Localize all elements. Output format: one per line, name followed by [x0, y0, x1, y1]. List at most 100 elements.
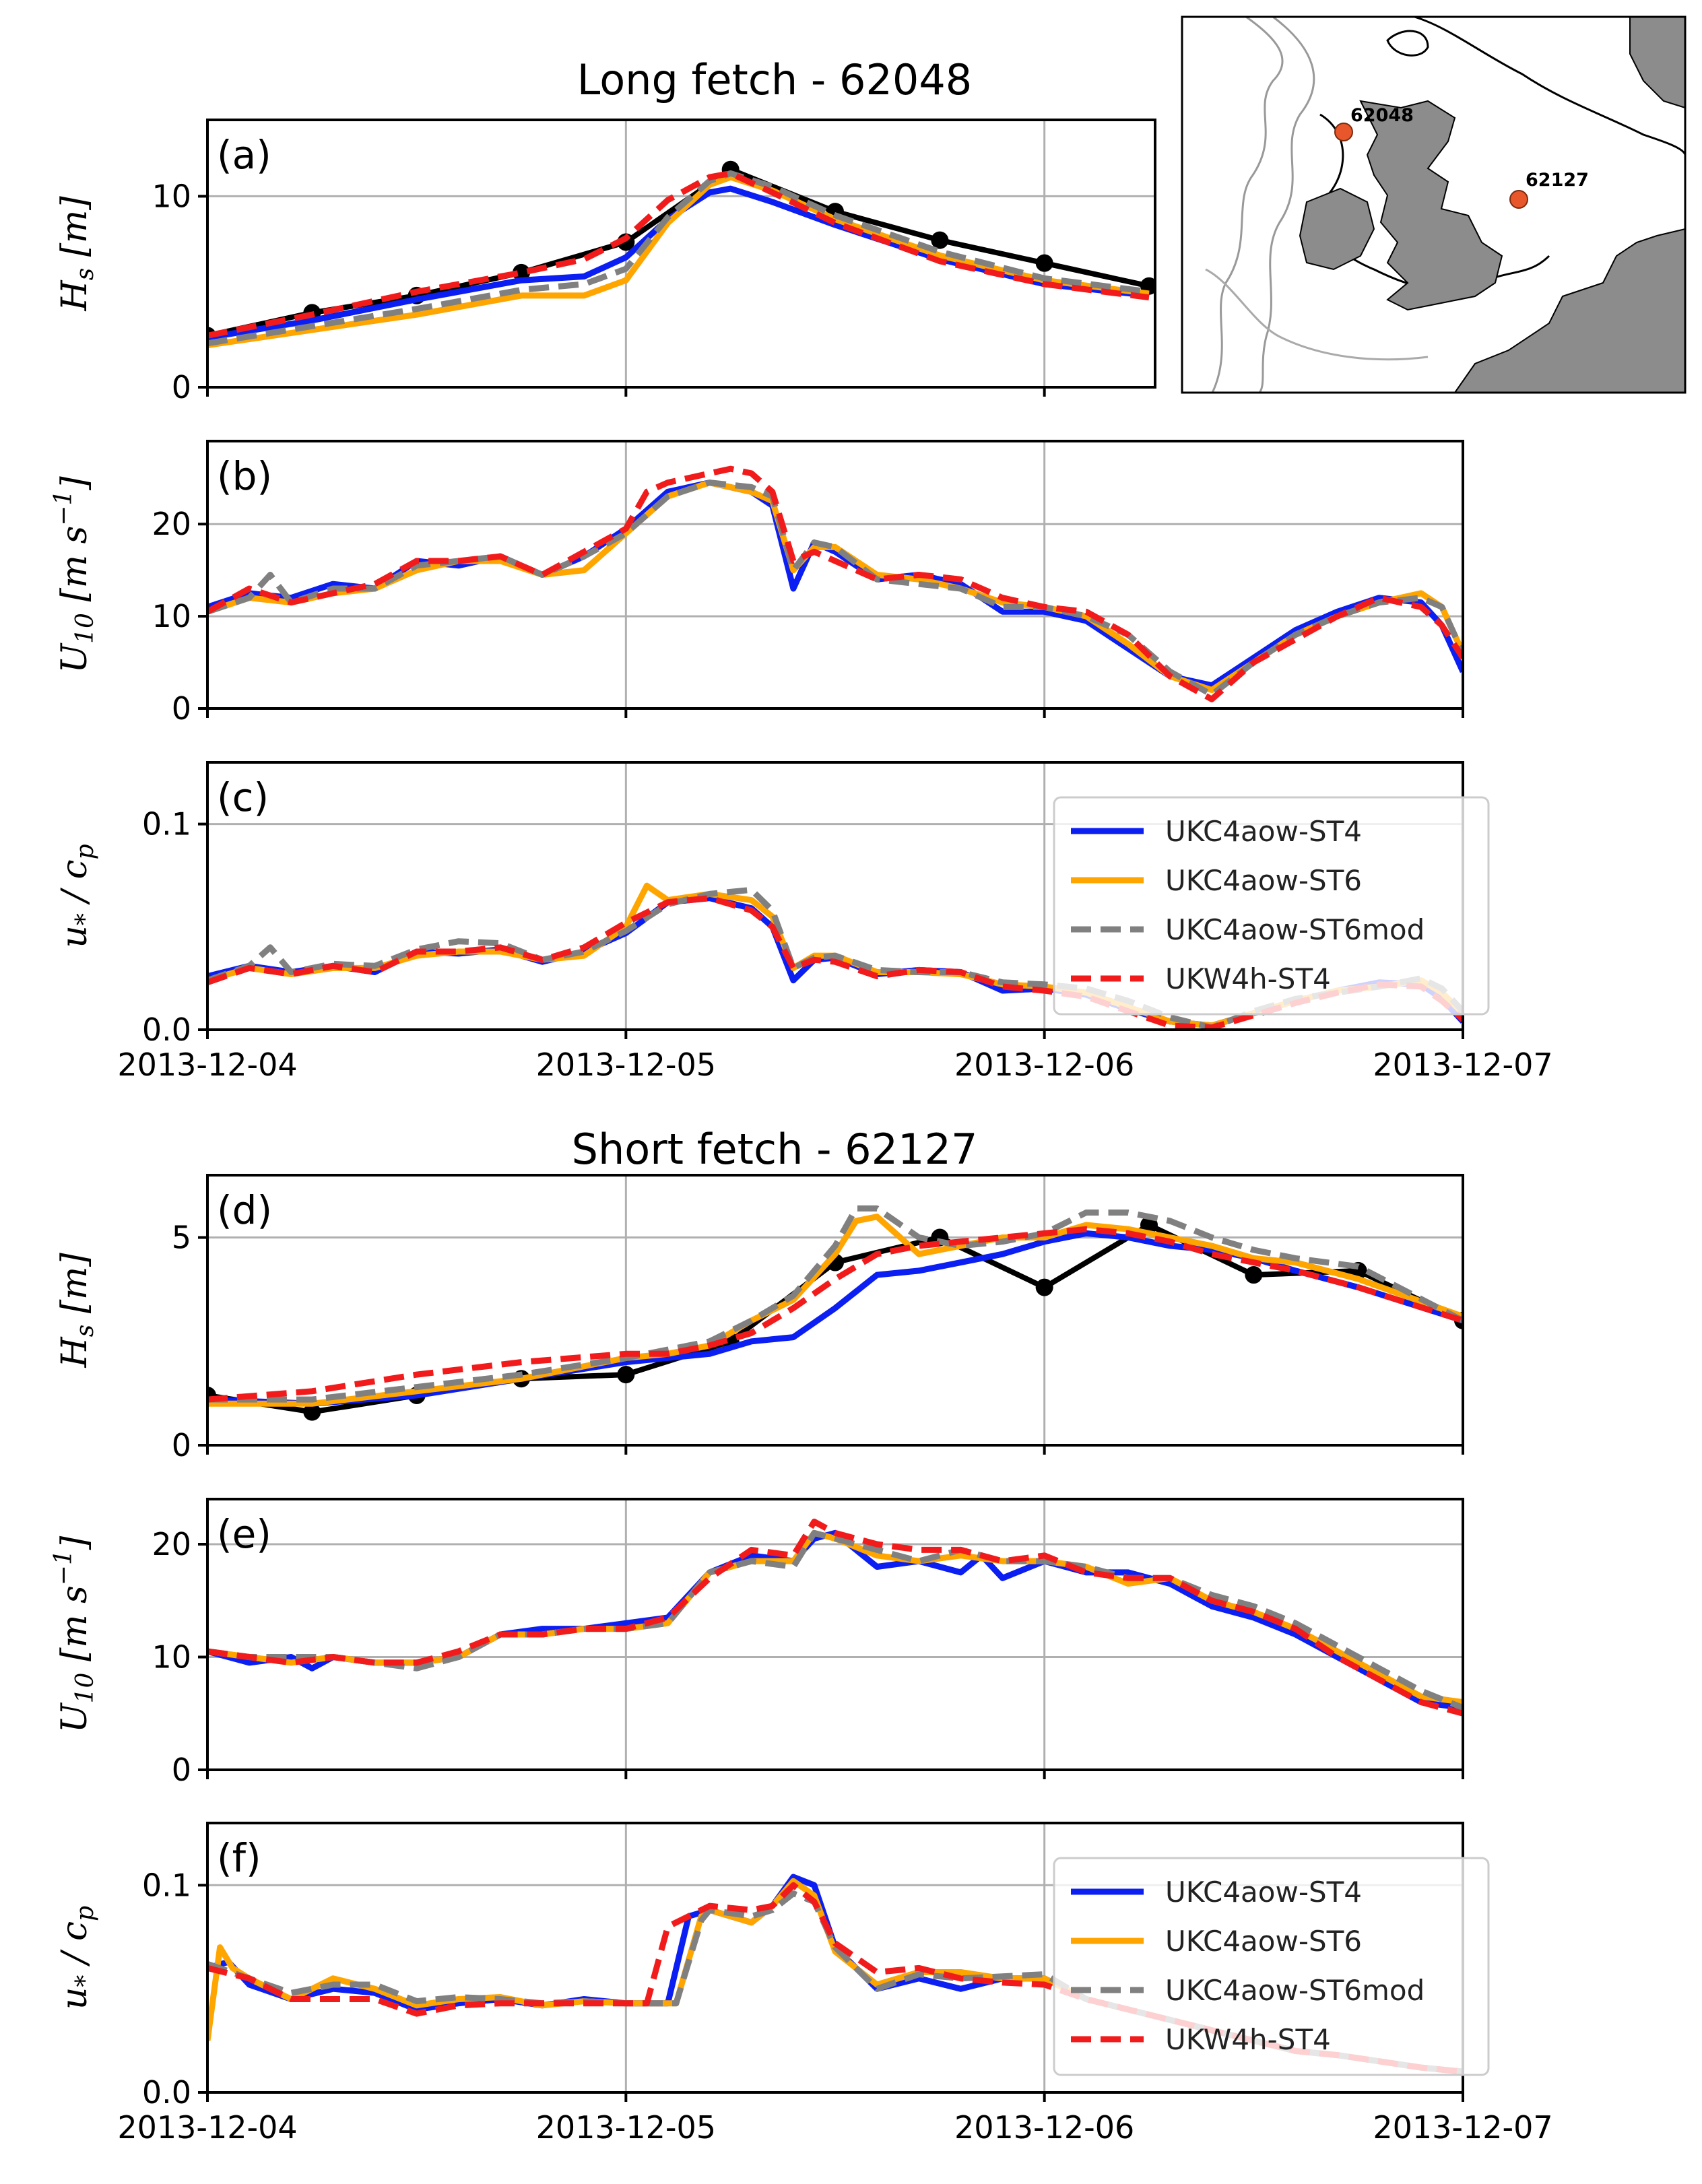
legend-label: UKC4aow-ST6mod [1165, 1974, 1425, 2007]
shelf-break-contour [1414, 15, 1687, 156]
y-axis-label-symbol: U [55, 642, 95, 673]
legend-label: UKC4aow-ST6mod [1165, 913, 1425, 946]
x-tick-label: 2013-12-06 [954, 1047, 1134, 1083]
panel-label: (f) [217, 1835, 261, 1881]
obs-point [1245, 1266, 1263, 1284]
y-tick-label: 10 [152, 598, 191, 634]
obs-point [1035, 254, 1053, 272]
y-axis-label-superscript: −1 [50, 490, 77, 526]
y-axis-label-symbol: U [55, 1702, 95, 1733]
legend-label: UKW4h-ST4 [1165, 962, 1331, 995]
station-label-62048: 62048 [1350, 105, 1414, 126]
ylabel-star: * [71, 913, 99, 925]
axes-frame [206, 440, 1464, 710]
y-tick-label: 20 [152, 1526, 191, 1562]
panel-d: 0 5 (d) Hs [m] [55, 1174, 1464, 1463]
y-axis-label: u* / cp [55, 844, 99, 948]
panel-label: (e) [217, 1511, 271, 1557]
legend-label: UKC4aow-ST6 [1165, 864, 1362, 897]
ylabel-p: p [71, 844, 99, 859]
axes-frame [206, 119, 1156, 389]
y-axis-label-unit: [m] [55, 196, 95, 268]
y-tick-label: 20 [152, 506, 191, 542]
section-title-short-fetch: Short fetch - 62127 [572, 1125, 978, 1174]
legend-box [1053, 1857, 1490, 2076]
series-line-UKC4aow-ST6mod [207, 170, 1150, 347]
panel-label: (a) [217, 132, 271, 178]
legend-label: UKW4h-ST4 [1165, 2023, 1331, 2056]
ylabel-star: * [71, 1975, 99, 1987]
legend-label: UKC4aow-ST4 [1165, 815, 1362, 848]
y-axis-label-subscript: s [71, 1325, 99, 1337]
y-tick-label: 0 [172, 690, 191, 727]
y-tick-label: 10 [152, 178, 191, 214]
y-axis-label-close: ] [55, 476, 95, 491]
obs-point [617, 1366, 635, 1384]
y-tick-label: 0 [172, 1427, 191, 1463]
series-group [207, 1519, 1463, 1717]
ylabel-slash-c: / c [55, 1921, 95, 1975]
y-axis-label-close: ] [55, 1535, 95, 1550]
map-border [1181, 15, 1687, 394]
y-axis-label-text: u* / cp [55, 1906, 99, 2010]
series-line-UKC4aow-ST6mod [207, 1529, 1463, 1711]
y-axis-label-superscript: −1 [50, 1550, 77, 1585]
series-line-UKW4h-ST4 [207, 1226, 1463, 1403]
obs-point [303, 1403, 321, 1421]
series-group [207, 160, 1155, 349]
series-group [207, 1205, 1463, 1421]
axes-frame [206, 1498, 1464, 1771]
y-tick-label: 0.1 [142, 1867, 191, 1903]
legend: UKC4aow-ST4 UKC4aow-ST6 UKC4aow-ST6mod UKW4… [1053, 1857, 1490, 2076]
great-britain [1359, 100, 1503, 311]
legend-label: UKC4aow-ST6 [1165, 1925, 1362, 1958]
ylabel-u: u [55, 925, 95, 948]
ylabel-p: p [71, 1906, 99, 1921]
y-axis-label-subscript: 10 [71, 613, 99, 644]
series-group [207, 465, 1463, 702]
series-line-UKW4h-ST4 [207, 1519, 1463, 1717]
x-tick-label: 2013-12-07 [1373, 1047, 1552, 1083]
y-tick-label: 0 [172, 1752, 191, 1788]
series-line-UKC4aow-ST6 [207, 174, 1150, 349]
axes-frame [206, 1174, 1464, 1447]
x-tick-label: 2013-12-07 [1373, 2109, 1552, 2146]
y-axis-label-symbol: H [55, 279, 95, 312]
y-axis-label: Hs [m] [55, 1253, 99, 1368]
y-axis-label: Hs [m] [55, 196, 99, 312]
station-label-62127: 62127 [1526, 170, 1589, 191]
panel-label: (b) [217, 453, 272, 499]
y-axis-label-unit: [m] [55, 1253, 95, 1325]
y-tick-label: 0.0 [142, 2074, 191, 2111]
y-axis-label: u* / cp [55, 1906, 99, 2010]
bathymetry-contour [1258, 15, 1315, 393]
x-tick-label: 2013-12-04 [117, 2109, 297, 2146]
panel-label: (c) [217, 774, 269, 820]
y-tick-label: 0 [172, 369, 191, 405]
panel-a: 0 10 (a) Hs [m] [55, 119, 1156, 405]
y-axis-label-text: u* / cp [55, 844, 99, 948]
y-tick-label: 0.0 [142, 1012, 191, 1048]
obs-point [1035, 1278, 1053, 1296]
ylabel-u: u [55, 1987, 95, 2010]
x-tick-label: 2013-12-04 [117, 1047, 297, 1083]
legend-label: UKC4aow-ST4 [1165, 1876, 1362, 1909]
y-axis-label-unit: [m s [55, 526, 95, 613]
station-marker-62048 [1334, 123, 1353, 141]
panel-label: (d) [217, 1187, 272, 1233]
panel-c: 0.0 0.1 2013-12-04 2013-12-05 2013-12-06 2013… [55, 761, 1553, 1083]
x-tick-label: 2013-12-05 [536, 1047, 716, 1083]
y-tick-label: 10 [152, 1639, 191, 1676]
obs-point [931, 231, 949, 249]
ireland [1299, 187, 1375, 271]
y-axis-label-unit: [m s [55, 1585, 95, 1672]
ylabel-slash-c: / c [55, 859, 95, 913]
faroe-contour [1386, 30, 1429, 57]
series-line-UKW4h-ST4 [207, 465, 1463, 702]
y-axis-label-subscript: s [71, 268, 99, 280]
y-axis-label: U10 [m s−1] [50, 476, 99, 673]
